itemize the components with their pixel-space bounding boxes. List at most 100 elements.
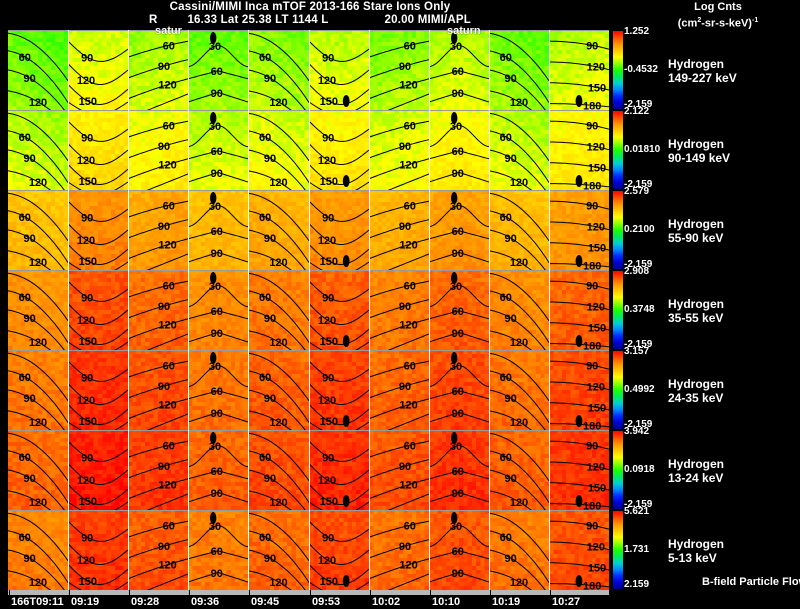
spectrogram-panel[interactable]: 60 90 120 xyxy=(248,190,309,270)
spectrogram-panel[interactable]: 60 90 120 xyxy=(8,270,68,350)
spectrogram-panel[interactable]: 90 120 150 180 xyxy=(549,30,609,110)
spectrogram-panel[interactable]: 60 90 120 xyxy=(489,30,549,110)
spectrogram-panel[interactable]: 90 120 150 xyxy=(309,270,369,350)
spectrogram-panel[interactable]: 30 60 90 xyxy=(429,30,489,110)
spectrogram-panel[interactable]: 30 60 90 xyxy=(188,190,248,270)
spectrogram-panel[interactable]: 60 90 120 xyxy=(128,430,188,510)
panel-separator xyxy=(68,350,69,430)
spectrogram-panel[interactable]: 90 120 150 180 xyxy=(549,350,609,430)
spectrogram-panel[interactable]: 60 90 120 xyxy=(369,30,429,110)
spectrogram-panel[interactable]: 30 60 90 xyxy=(188,30,248,110)
spectrogram-panel[interactable]: 90 120 150 xyxy=(309,510,369,590)
pitch-angle-contours: 30 60 90 xyxy=(188,512,248,583)
spectrogram-panel[interactable]: 60 90 120 xyxy=(489,190,549,270)
panel-data-image xyxy=(8,350,68,430)
spectrogram-panel[interactable]: 90 120 150 180 xyxy=(549,430,609,510)
spectrogram-panel[interactable]: 30 60 90 xyxy=(429,270,489,350)
spectrogram-panel[interactable]: 60 90 120 xyxy=(8,430,68,510)
contour-label: 120 xyxy=(587,62,605,74)
contour-line xyxy=(68,244,128,266)
spectrogram-panel[interactable]: 90 120 150 xyxy=(68,350,128,430)
spectrogram-panel[interactable]: 60 90 120 xyxy=(489,430,549,510)
colorbar-min-value: -2.159 xyxy=(624,419,653,430)
contour-line xyxy=(549,200,609,210)
contour-label: 30 xyxy=(450,121,462,133)
spectrogram-panel[interactable]: 90 120 150 xyxy=(68,270,128,350)
spectrogram-panel[interactable]: 30 60 90 xyxy=(188,110,248,190)
spectrogram-panel[interactable]: 90 120 150 xyxy=(309,350,369,430)
spectrogram-panel[interactable]: 60 90 120 xyxy=(248,510,309,590)
spectrogram-panel[interactable]: 60 90 120 xyxy=(489,270,549,350)
spectrogram-panel[interactable]: 60 90 120 xyxy=(369,350,429,430)
spectrogram-panel[interactable]: 60 90 120 xyxy=(128,350,188,430)
contour-line xyxy=(549,221,609,231)
spectrogram-panel[interactable]: 90 120 150 xyxy=(309,110,369,190)
header-r-value: 16.33 xyxy=(187,14,218,26)
spectrogram-panel[interactable]: 60 90 120 xyxy=(128,110,188,190)
spectrogram-panel[interactable]: 90 120 150 xyxy=(309,430,369,510)
spectrogram-panel[interactable]: 60 90 120 xyxy=(248,30,309,110)
panel-separator xyxy=(369,30,370,110)
spectrogram-panel[interactable]: 30 60 90 xyxy=(429,430,489,510)
spectrogram-panel[interactable]: 30 60 90 xyxy=(188,430,248,510)
spectrogram-panel[interactable]: 60 90 120 xyxy=(248,270,309,350)
contour-line xyxy=(489,450,549,503)
spectrogram-panel[interactable]: 90 120 150 180 xyxy=(549,190,609,270)
contour-line xyxy=(309,261,369,270)
spectrogram-panel[interactable]: 60 90 120 xyxy=(489,350,549,430)
spectrogram-panel[interactable]: 90 120 150 xyxy=(68,430,128,510)
spectrogram-panel[interactable]: 30 60 90 xyxy=(188,270,248,350)
spectrogram-panel[interactable]: 60 90 120 xyxy=(489,110,549,190)
contour-label: 120 xyxy=(510,497,528,509)
spectrogram-panel[interactable]: 90 120 150 xyxy=(68,190,128,270)
contour-label: 90 xyxy=(452,408,464,420)
spectrogram-panel[interactable]: 60 90 120 xyxy=(128,510,188,590)
spectrogram-panel[interactable]: 90 120 150 180 xyxy=(549,270,609,350)
spectrogram-panel[interactable]: 60 90 120 xyxy=(8,510,68,590)
spectrogram-panel[interactable]: 90 120 150 xyxy=(68,30,128,110)
spectrogram-panel[interactable]: 60 90 120 xyxy=(8,190,68,270)
spectrogram-panel[interactable]: 60 90 120 xyxy=(369,190,429,270)
spectrogram-panel[interactable]: 60 90 120 xyxy=(128,270,188,350)
spectrogram-panel[interactable]: 60 90 120 xyxy=(369,110,429,190)
contour-label: 120 xyxy=(158,240,176,252)
contour-label: 90 xyxy=(586,360,598,372)
spectrogram-panel[interactable]: 30 60 90 xyxy=(429,510,489,590)
spectrogram-panel[interactable]: 60 90 120 xyxy=(128,190,188,270)
spectrogram-panel[interactable]: 90 120 150 xyxy=(68,110,128,190)
spectrogram-panel[interactable]: 90 120 150 xyxy=(68,510,128,590)
spectrogram-panel[interactable]: 90 120 150 xyxy=(309,30,369,110)
panel-data-image xyxy=(8,430,68,510)
spectrogram-panel[interactable]: 30 60 90 xyxy=(429,350,489,430)
contour-line xyxy=(309,164,369,186)
spectrogram-panel[interactable]: 30 60 90 xyxy=(188,350,248,430)
spectrogram-panel[interactable]: 60 90 120 xyxy=(369,270,429,350)
spectrogram-panel[interactable]: 60 90 120 xyxy=(8,350,68,430)
pitch-angle-contours: 30 60 90 xyxy=(429,432,489,503)
spectrogram-panel[interactable]: 60 90 120 xyxy=(369,430,429,510)
contour-label: 120 xyxy=(510,577,528,589)
spectrogram-panel[interactable]: 30 60 90 xyxy=(188,510,248,590)
time-tick xyxy=(189,590,190,595)
spectrogram-panel[interactable]: 60 90 120 xyxy=(248,430,309,510)
spectrogram-panel[interactable]: 60 90 120 xyxy=(489,510,549,590)
spectrogram-panel[interactable]: 60 90 120 xyxy=(248,350,309,430)
contour-label: 90 xyxy=(322,132,334,144)
contour-label: 120 xyxy=(77,235,95,247)
spectrogram-panel[interactable]: 60 90 120 xyxy=(8,110,68,190)
spectrogram-panel[interactable]: 60 90 120 xyxy=(8,30,68,110)
contour-line xyxy=(68,324,128,346)
pitch-angle-contours: 30 60 90 xyxy=(429,32,489,103)
contour-line xyxy=(489,309,546,350)
contour-line xyxy=(369,120,429,138)
spectrogram-panel[interactable]: 90 120 150 180 xyxy=(549,510,609,590)
spectrogram-panel[interactable]: 30 60 90 xyxy=(429,190,489,270)
spectrogram-panel[interactable]: 60 90 120 xyxy=(128,30,188,110)
spectrogram-panel[interactable]: 60 90 120 xyxy=(248,110,309,190)
pitch-angle-contours: 30 60 90 xyxy=(429,272,489,343)
spectrogram-panel[interactable]: 30 60 90 xyxy=(429,110,489,190)
spectrogram-panel[interactable]: 90 120 150 xyxy=(309,190,369,270)
spectrogram-panel[interactable]: 90 120 150 180 xyxy=(549,110,609,190)
time-tick xyxy=(550,590,551,595)
spectrogram-panel[interactable]: 60 90 120 xyxy=(369,510,429,590)
